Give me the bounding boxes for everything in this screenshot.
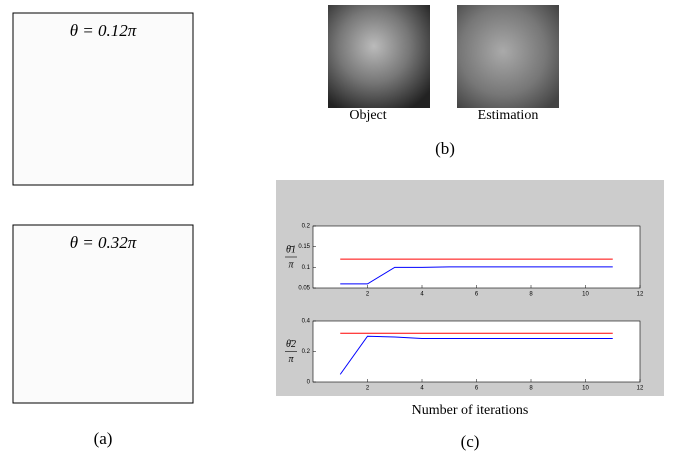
series-line (339, 335, 613, 375)
box-text: θ = 0.12π (70, 21, 137, 40)
box (12, 12, 194, 186)
x-tick-label: 2 (366, 292, 370, 298)
box-text: θ = 0.32π (70, 233, 137, 252)
series-line (340, 266, 613, 285)
x-tick-label: 8 (529, 292, 533, 298)
x-axis-label: Number of iterations (412, 403, 529, 418)
x-tick-label: 8 (529, 386, 533, 392)
y-tick-label: 0.2 (302, 349, 311, 355)
axes (312, 225, 641, 289)
x-tick-label: 12 (637, 386, 644, 392)
image (328, 5, 430, 108)
panel-label: (c) (461, 432, 480, 451)
x-tick-label: 10 (582, 386, 589, 392)
x-tick-label: 6 (475, 292, 479, 298)
image-caption: Estimation (478, 108, 539, 123)
y-label-numerator: θ̄1 (286, 244, 296, 255)
y-tick-label: 0.1 (302, 265, 311, 271)
panel-label: (b) (435, 139, 455, 158)
y-tick-label: 0.05 (298, 286, 310, 292)
x-tick-label: 2 (366, 386, 370, 392)
box (12, 224, 194, 404)
y-tick-label: 0.4 (302, 319, 311, 325)
x-tick-label: 4 (420, 292, 424, 298)
image-caption: Object (349, 108, 386, 123)
axes (312, 320, 641, 383)
x-tick-label: 12 (637, 292, 644, 298)
y-label-denominator: π (288, 259, 294, 270)
x-tick-label: 4 (420, 386, 424, 392)
panel-label: (a) (94, 429, 113, 448)
y-tick-label: 0 (307, 380, 311, 386)
x-tick-label: 10 (582, 292, 589, 298)
y-tick-label: 0.15 (298, 244, 310, 250)
y-label-denominator: π (288, 354, 294, 365)
y-tick-label: 0.2 (302, 224, 311, 230)
image (457, 5, 559, 108)
y-label-numerator: θ̄2 (286, 339, 296, 350)
x-tick-label: 6 (475, 386, 479, 392)
